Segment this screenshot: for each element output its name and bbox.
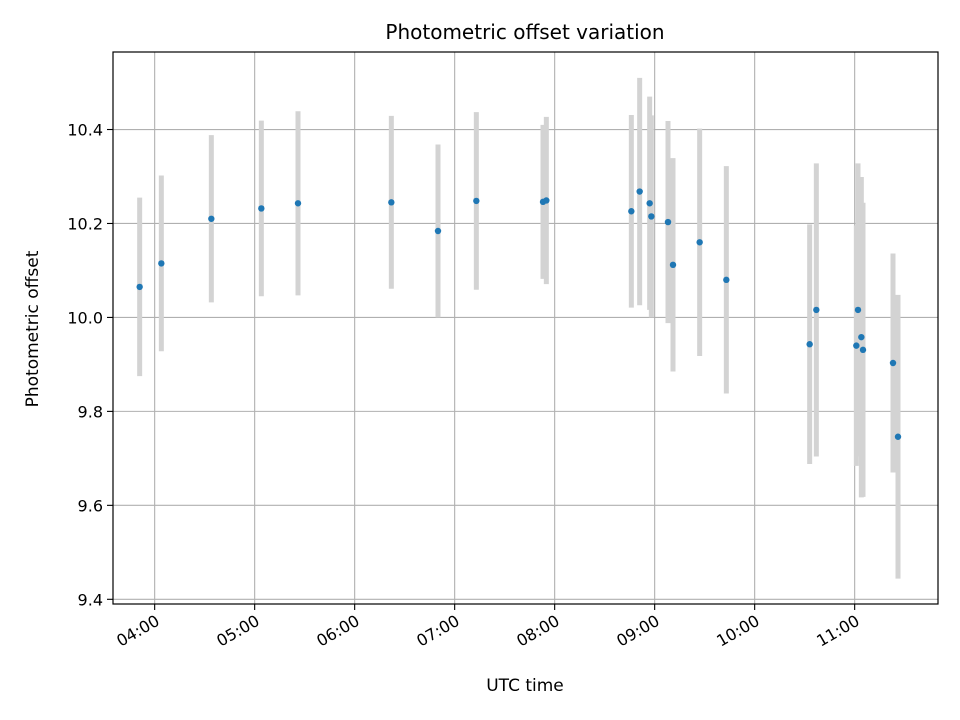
data-point xyxy=(858,333,865,341)
data-point xyxy=(136,283,143,291)
y-tick-label: 9.6 xyxy=(78,496,103,515)
data-point xyxy=(434,227,442,235)
data-point xyxy=(646,200,653,207)
data-point xyxy=(894,433,902,440)
y-axis-ticks: 9.4 9.6 9.8 10.0 10.2 10.4 xyxy=(67,121,113,609)
plot-frame xyxy=(112,51,939,605)
data-point xyxy=(859,346,867,354)
data-point xyxy=(696,239,703,246)
grid xyxy=(113,52,938,604)
data-point xyxy=(889,359,897,367)
y-tick-label: 9.8 xyxy=(78,402,103,421)
data-point xyxy=(648,213,655,220)
y-tick-label: 9.4 xyxy=(78,590,103,609)
data-point xyxy=(853,342,860,349)
data-point xyxy=(636,188,643,195)
data-point xyxy=(388,199,395,206)
data-point xyxy=(854,306,862,314)
data-point xyxy=(294,200,302,207)
data-point xyxy=(806,341,813,348)
chart-title: Photometric offset variation xyxy=(385,20,664,44)
x-axis-title: UTC time xyxy=(486,676,564,696)
y-axis-title: Photometric offset xyxy=(23,250,43,407)
data-point xyxy=(158,260,165,267)
data-point xyxy=(543,197,550,204)
data-point xyxy=(813,306,820,314)
y-tick-label: 10.0 xyxy=(67,308,103,327)
y-tick-label: 10.2 xyxy=(67,214,103,233)
data-points xyxy=(136,188,902,440)
data-point xyxy=(258,205,265,212)
data-point xyxy=(473,197,480,205)
data-point xyxy=(628,208,635,215)
data-point xyxy=(208,215,215,222)
data-point xyxy=(723,276,730,284)
y-tick-label: 10.4 xyxy=(67,121,103,140)
data-point xyxy=(669,261,677,269)
data-point xyxy=(664,218,672,226)
